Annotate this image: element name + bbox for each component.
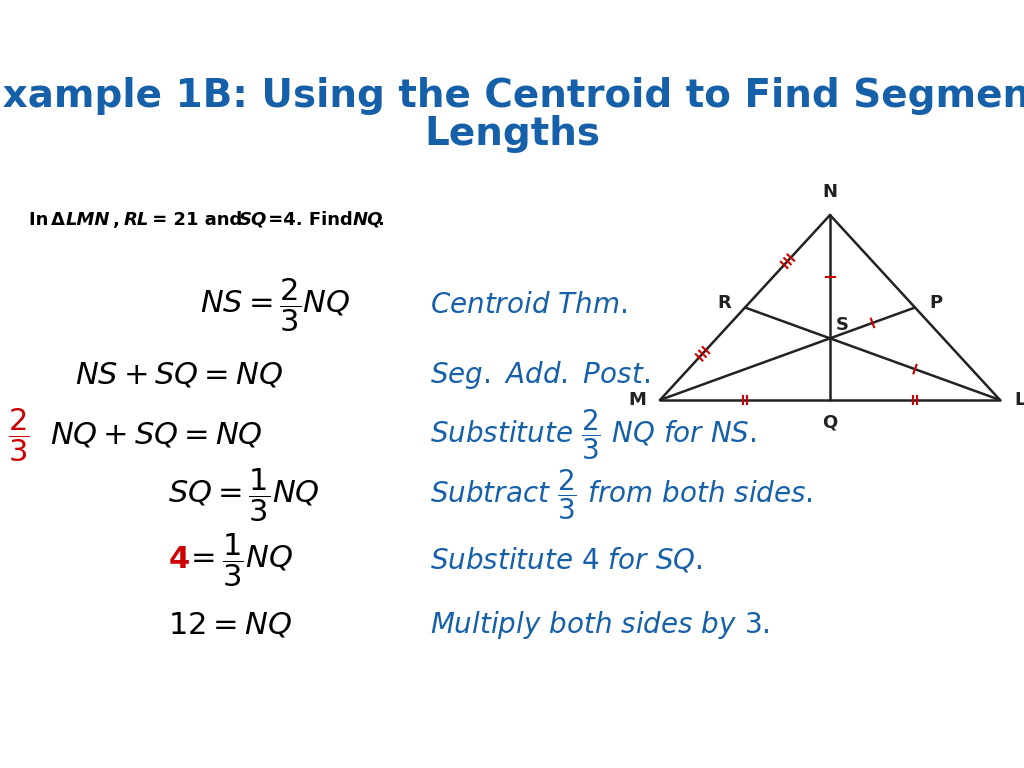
Text: P: P bbox=[929, 294, 942, 313]
Text: $\mathit{Multiply\ both\ sides\ by\ 3.}$: $\mathit{Multiply\ both\ sides\ by\ 3.}$ bbox=[430, 609, 770, 641]
Text: N: N bbox=[822, 183, 838, 201]
Text: NQ: NQ bbox=[352, 210, 383, 229]
Text: ,: , bbox=[113, 210, 132, 229]
Text: $\mathit{Centroid\ Thm.}$: $\mathit{Centroid\ Thm.}$ bbox=[430, 291, 627, 319]
Text: Δ: Δ bbox=[51, 210, 66, 229]
Text: $\mathit{NS + SQ = NQ}$: $\mathit{NS + SQ = NQ}$ bbox=[75, 360, 283, 389]
Text: R: R bbox=[717, 294, 731, 313]
Text: $\mathit{NS} = \dfrac{2}{3}\mathit{NQ}$: $\mathit{NS} = \dfrac{2}{3}\mathit{NQ}$ bbox=[200, 276, 350, 334]
Text: L: L bbox=[1014, 391, 1024, 409]
Text: $\mathit{Substitute}\ \dfrac{2}{3}\ \mathit{NQ\ for\ NS.}$: $\mathit{Substitute}\ \dfrac{2}{3}\ \mat… bbox=[430, 408, 757, 462]
Text: S: S bbox=[836, 316, 849, 334]
Text: =4. Find: =4. Find bbox=[262, 210, 359, 229]
Text: $\dfrac{2}{3}$: $\dfrac{2}{3}$ bbox=[8, 406, 30, 464]
Text: M: M bbox=[628, 391, 646, 409]
Text: $\mathit{Subtract}\ \dfrac{2}{3}\ \mathit{from\ both\ sides.}$: $\mathit{Subtract}\ \dfrac{2}{3}\ \mathi… bbox=[430, 468, 813, 522]
Text: Lengths: Lengths bbox=[424, 115, 600, 154]
Text: = 21 and: = 21 and bbox=[146, 210, 249, 229]
Text: $12 = \mathit{NQ}$: $12 = \mathit{NQ}$ bbox=[168, 611, 292, 640]
Text: In: In bbox=[29, 210, 54, 229]
Text: .: . bbox=[377, 210, 384, 229]
Text: $\mathit{NQ + SQ = NQ}$: $\mathit{NQ + SQ = NQ}$ bbox=[50, 421, 263, 449]
Text: Q: Q bbox=[822, 414, 838, 432]
Text: $\mathit{Seg.\ Add.\ Post.}$: $\mathit{Seg.\ Add.\ Post.}$ bbox=[430, 359, 650, 391]
Text: $\mathit{Substitute\ 4\ for\ SQ.}$: $\mathit{Substitute\ 4\ for\ SQ.}$ bbox=[430, 545, 702, 574]
Text: Example 1B: Using the Centroid to Find Segment: Example 1B: Using the Centroid to Find S… bbox=[0, 77, 1024, 115]
Text: $\mathbf{4}$: $\mathbf{4}$ bbox=[168, 545, 189, 574]
Text: $\mathit{SQ} = \dfrac{1}{3}\mathit{NQ}$: $\mathit{SQ} = \dfrac{1}{3}\mathit{NQ}$ bbox=[168, 466, 319, 524]
Text: LMN: LMN bbox=[66, 210, 110, 229]
Text: $= \dfrac{1}{3}\mathit{NQ}$: $= \dfrac{1}{3}\mathit{NQ}$ bbox=[185, 531, 293, 589]
Text: SQ: SQ bbox=[239, 210, 267, 229]
Text: RL: RL bbox=[124, 210, 150, 229]
